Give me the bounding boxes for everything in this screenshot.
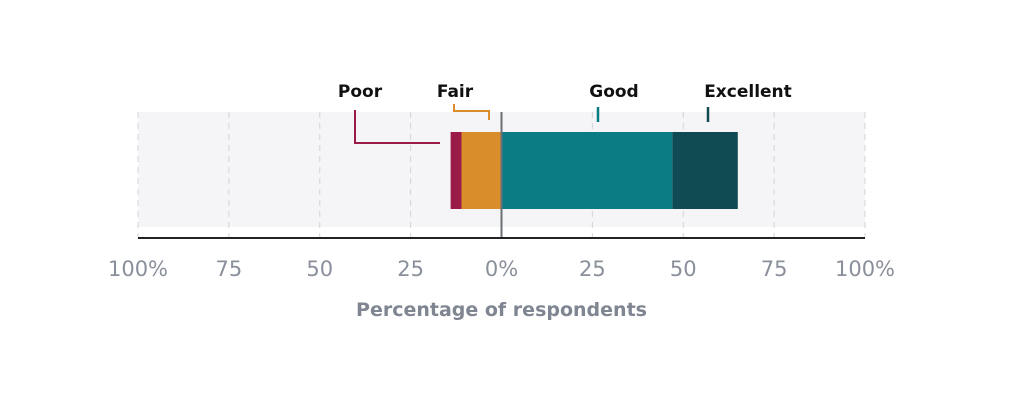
x-tick-label: 25: [579, 257, 606, 281]
legend-label-good: Good: [589, 82, 638, 102]
x-tick-label: 75: [216, 257, 243, 281]
bar-layer: [450, 132, 738, 209]
legend-connector-fair: [453, 104, 490, 120]
bar-segment-fair: [461, 132, 502, 209]
x-tick-label: 100%: [108, 257, 168, 281]
legend-connector-poor: [354, 110, 440, 144]
x-axis-title: Percentage of respondents: [356, 299, 647, 321]
bar-segment-excellent: [672, 132, 738, 209]
x-tick-label: 100%: [835, 257, 895, 281]
x-tick-label: 50: [306, 257, 333, 281]
legend-label-excellent: Excellent: [704, 82, 792, 102]
x-tick-label: 50: [670, 257, 697, 281]
tick-label-layer: 100% 75 50 25 0% 25 50 75 100%: [108, 257, 895, 281]
x-tick-label: 0%: [485, 257, 518, 281]
grid-layer: [137, 112, 866, 238]
x-tick-label: 75: [761, 257, 788, 281]
x-tick-label: 25: [397, 257, 424, 281]
legend-label-poor: Poor: [338, 82, 383, 102]
legend-label-fair: Fair: [437, 82, 474, 102]
bar-segment-good: [501, 132, 673, 209]
bar-segment-poor: [450, 132, 462, 209]
legend-layer: Poor Fair Good Excellent: [338, 82, 792, 144]
